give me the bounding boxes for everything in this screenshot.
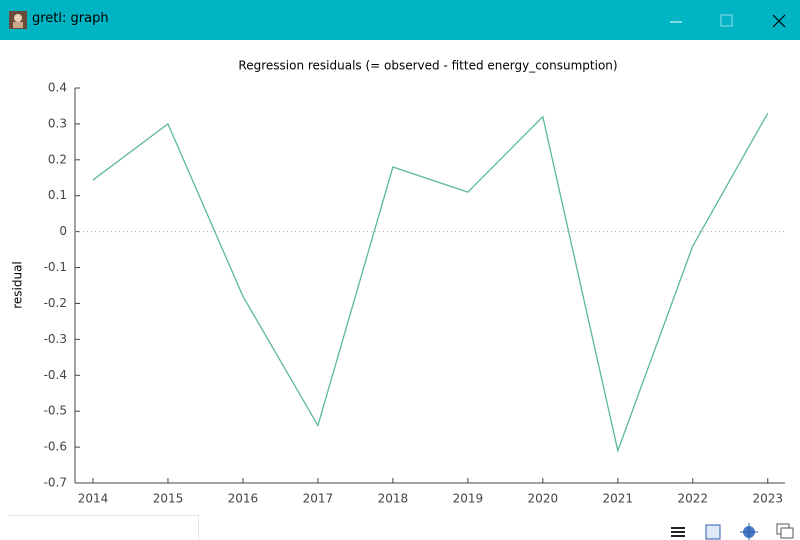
y-tick-label: -0.3 (44, 332, 67, 346)
x-tick-label: 2018 (378, 492, 409, 506)
zoom-button[interactable] (705, 524, 721, 540)
y-tick-label: 0 (59, 224, 67, 238)
app-icon (9, 11, 27, 29)
close-button[interactable] (772, 14, 786, 28)
y-tick-label: 0.3 (48, 116, 67, 130)
y-tick-label: -0.2 (44, 296, 67, 310)
x-tick-label: 2023 (752, 492, 783, 506)
x-tick-label: 2017 (303, 492, 334, 506)
y-tick-label: -0.1 (44, 260, 67, 274)
series-line (92, 112, 769, 453)
y-tick-label: 0.1 (48, 188, 67, 202)
x-tick-label: 2019 (453, 492, 484, 506)
y-tick-label: -0.5 (44, 404, 67, 418)
x-tick-label: 2022 (678, 492, 709, 506)
title-bar: gretl: graph (0, 0, 800, 40)
x-tick-label: 2020 (528, 492, 559, 506)
window-title: gretl: graph (32, 11, 109, 26)
x-tick-label: 2015 (153, 492, 184, 506)
maximize-button[interactable] (720, 14, 733, 27)
x-tick-label: 2016 (228, 492, 259, 506)
window-controls (670, 14, 786, 28)
y-tick-label: -0.7 (44, 476, 67, 490)
x-tick-label: 2014 (78, 492, 109, 506)
y-tick-label: 0.2 (48, 152, 67, 166)
y-tick-label: -0.4 (44, 368, 67, 382)
toolbar (671, 523, 794, 540)
y-tick-label: -0.6 (44, 440, 67, 454)
chart: Regression residuals (= observed - fitte… (11, 59, 785, 506)
y-axis-label: residual (11, 261, 25, 309)
status-bar (0, 515, 800, 540)
y-tick-label: 0.4 (48, 81, 67, 95)
chart-title: Regression residuals (= observed - fitte… (238, 59, 617, 73)
window-button[interactable] (776, 523, 794, 539)
fit-button[interactable] (740, 523, 758, 540)
x-tick-label: 2021 (603, 492, 634, 506)
menu-button[interactable] (671, 527, 685, 537)
